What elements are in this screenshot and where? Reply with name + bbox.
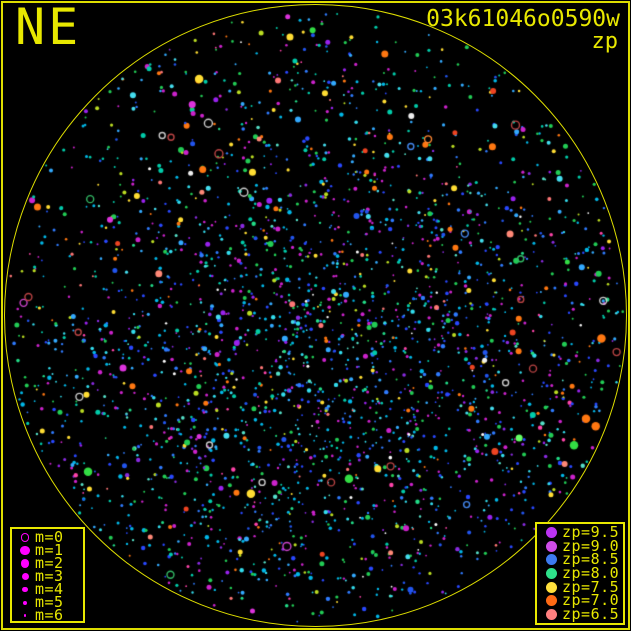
legend-item: m=4	[15, 580, 80, 598]
legend-item: m=3	[15, 567, 80, 585]
zeropoint-legend: zp=9.5 zp=9.0 zp=8.5 zp=8.0 zp=7.5 zp=7.0 zp=6…	[535, 522, 625, 625]
legend-item: zp=6.5	[540, 604, 620, 623]
exposure-id-title: 03k61046o0590w	[426, 6, 620, 32]
legend-label: zp=6.5	[562, 604, 620, 623]
legend-item: zp=8.5	[540, 550, 620, 569]
legend-item: zp=9.0	[540, 536, 620, 555]
color-mode-label: zp	[591, 29, 619, 54]
legend-label: m=3	[35, 567, 64, 585]
legend-dot	[540, 527, 562, 539]
legend-label: zp=7.5	[562, 577, 620, 596]
legend-dot	[15, 559, 35, 568]
legend-label: m=2	[35, 554, 64, 572]
legend-label: zp=8.5	[562, 550, 620, 569]
legend-label: zp=9.5	[562, 523, 620, 542]
legend-item: m=2	[15, 554, 80, 572]
legend-item: zp=9.5	[540, 523, 620, 542]
legend-label: m=6	[35, 606, 64, 624]
legend-item: m=1	[15, 541, 80, 559]
field-direction-label: NE	[15, 0, 82, 56]
legend-dot	[540, 568, 562, 580]
legend-label: m=4	[35, 580, 64, 598]
legend-item: zp=7.5	[540, 577, 620, 596]
legend-item: zp=8.0	[540, 564, 620, 583]
legend-item: m=0	[15, 528, 80, 546]
legend-dot	[15, 614, 35, 617]
legend-label: zp=8.0	[562, 564, 620, 583]
legend-dot	[15, 600, 35, 605]
legend-label: zp=7.0	[562, 591, 620, 610]
legend-label: zp=9.0	[562, 536, 620, 555]
legend-dot	[540, 608, 562, 620]
legend-item: m=6	[15, 606, 80, 624]
legend-label: m=0	[35, 528, 64, 546]
magnitude-legend: m=0 m=1 m=2 m=3 m=4 m=5 m=6	[10, 527, 85, 623]
legend-item: zp=7.0	[540, 591, 620, 610]
legend-dot	[15, 533, 35, 542]
legend-item: m=5	[15, 593, 80, 611]
legend-dot	[540, 581, 562, 593]
legend-dot	[15, 545, 35, 556]
legend-label: m=5	[35, 593, 64, 611]
legend-dot	[15, 573, 35, 580]
legend-dot	[540, 554, 562, 566]
legend-dot	[540, 540, 562, 552]
legend-dot	[15, 586, 35, 593]
legend-label: m=1	[35, 541, 64, 559]
legend-dot	[540, 595, 562, 607]
